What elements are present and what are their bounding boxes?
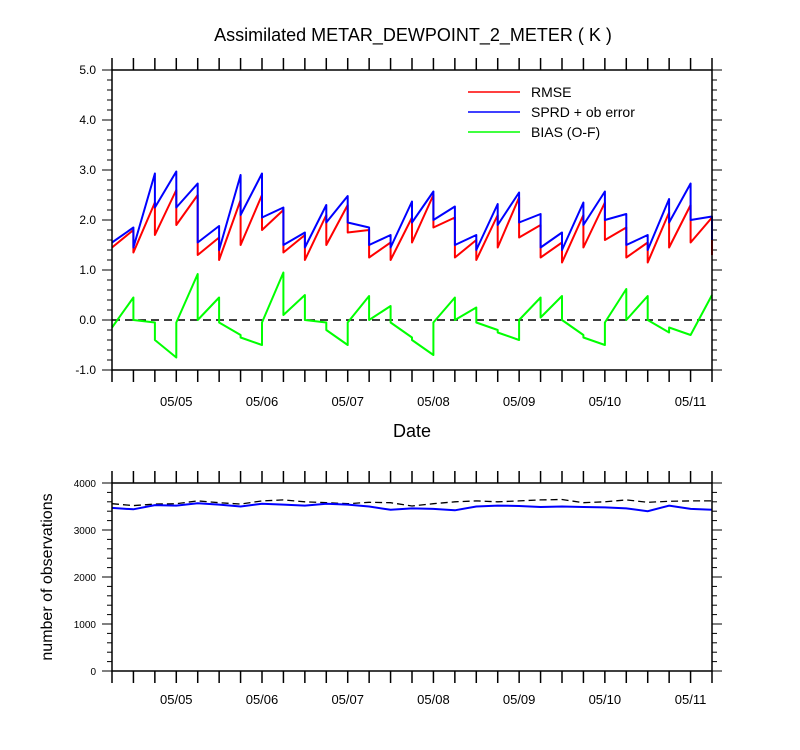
top-y-tick-label: 1.0 [79,263,96,277]
top-x-tick-label: 05/05 [160,394,193,409]
bottom-x-tick-labels: 05/05 05/06 05/07 05/08 05/09 05/10 05/11 [160,692,706,707]
bottom-x-tick-label: 05/06 [246,692,279,707]
top-x-tick-label: 05/08 [417,394,450,409]
legend: RMSE SPRD + ob error BIAS (O-F) [468,84,635,140]
bottom-series-group [111,498,713,513]
bottom-y-tick-label: 2000 [74,573,97,584]
sprd-line [111,170,713,251]
bottom-x-tick-label: 05/09 [503,692,536,707]
top-panel-ticks [102,58,722,382]
top-y-tick-labels: -1.0 0.0 1.0 2.0 3.0 4.0 5.0 [75,63,96,377]
bottom-y-tick-label: 4000 [74,479,97,490]
bottom-x-tick-label: 05/08 [417,692,450,707]
top-x-tick-label: 05/10 [589,394,622,409]
bottom-y-tick-label: 0 [90,667,96,678]
top-series-group [111,170,713,359]
top-plot-frame [111,69,713,371]
top-x-tick-label: 05/07 [331,394,364,409]
bottom-x-tick-label: 05/10 [589,692,622,707]
top-x-tick-label: 05/09 [503,394,536,409]
legend-label-rmse: RMSE [531,84,571,100]
top-y-tick-label: 0.0 [79,313,96,327]
top-y-tick-label: 2.0 [79,213,96,227]
bottom-y-tick-label: 1000 [74,620,97,631]
top-x-tick-labels: 05/05 05/06 05/07 05/08 05/09 05/10 05/11 [160,394,706,409]
obs-possible-line [111,498,712,507]
bottom-y-tick-label: 3000 [74,526,97,537]
legend-label-bias: BIAS (O-F) [531,124,600,140]
top-y-tick-label: 3.0 [79,163,96,177]
top-y-tick-label: 4.0 [79,113,96,127]
bottom-y-axis-label: number of observations [39,493,56,660]
bottom-x-tick-label: 05/07 [331,692,364,707]
top-x-axis-label: Date [393,421,431,441]
bottom-y-tick-labels: 0 1000 2000 3000 4000 [74,479,97,678]
top-chart-title: Assimilated METAR_DEWPOINT_2_METER ( K ) [214,25,612,46]
bias-line [111,271,713,359]
bottom-plot-frame [111,482,713,672]
top-x-tick-label: 05/06 [246,394,279,409]
top-y-tick-label: 5.0 [79,63,96,77]
legend-label-sprd: SPRD + ob error [531,104,635,120]
bottom-x-tick-label: 05/05 [160,692,193,707]
bottom-panel-ticks [102,471,722,683]
obs-assimilated-line [111,502,713,513]
top-y-tick-label: -1.0 [75,363,96,377]
bottom-x-tick-label: 05/11 [675,692,707,707]
top-x-tick-label: 05/11 [675,394,707,409]
